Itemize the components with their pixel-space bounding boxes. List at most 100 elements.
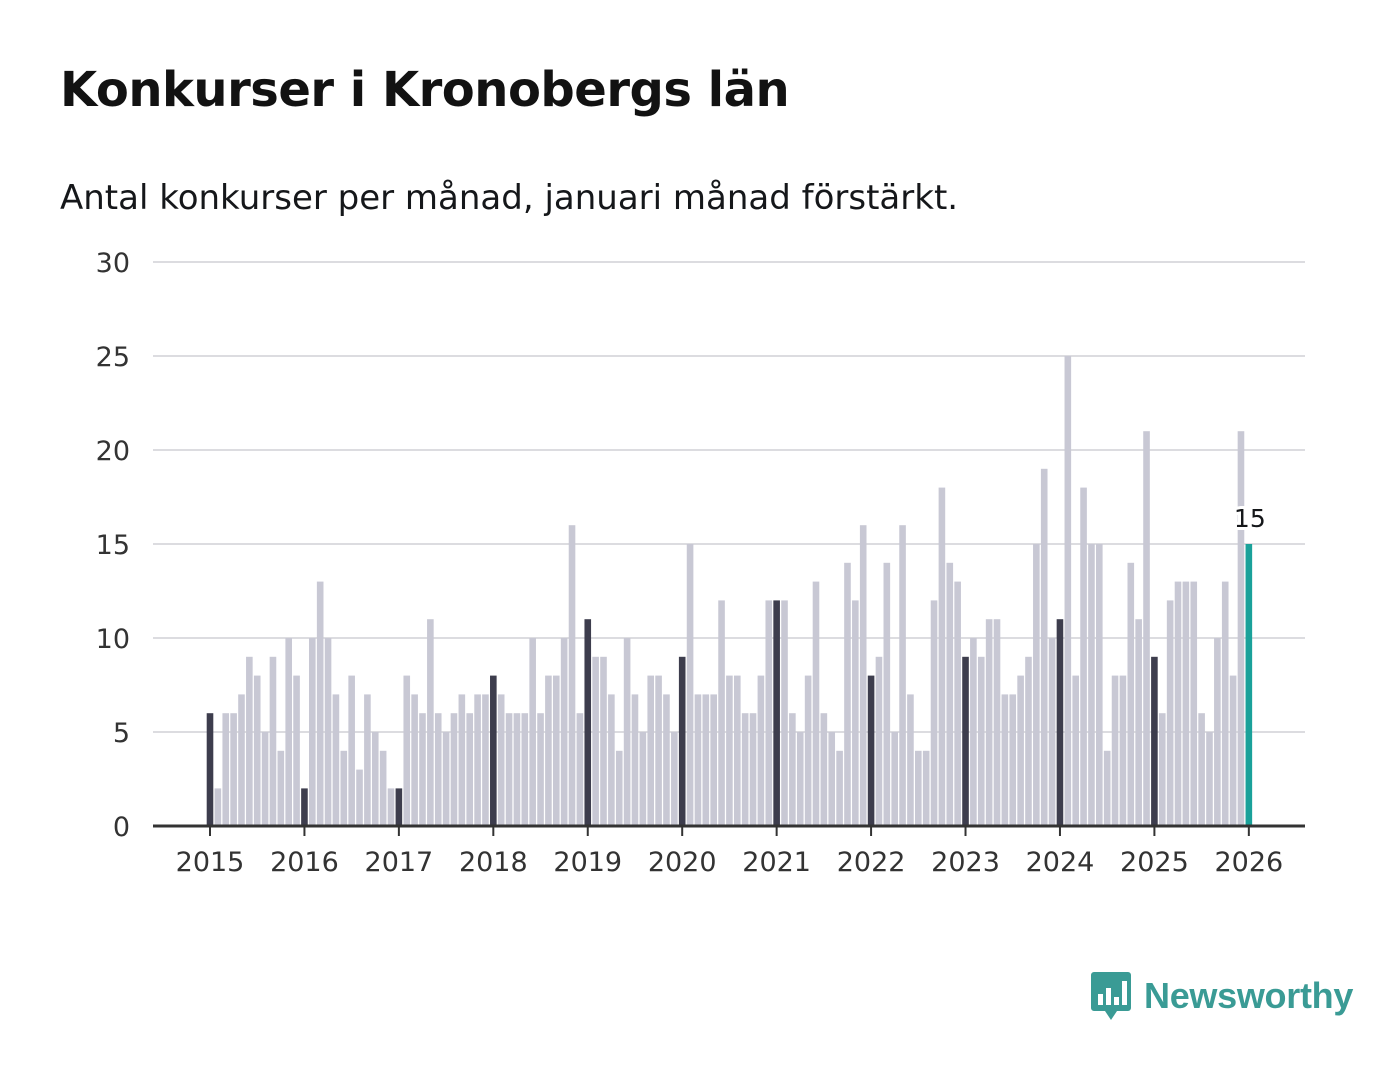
bar — [246, 656, 253, 826]
bar — [1206, 732, 1213, 826]
bar — [497, 694, 505, 826]
bar — [364, 694, 371, 826]
bar-january — [962, 656, 969, 826]
bar — [639, 732, 647, 826]
bar — [875, 656, 883, 826]
bar — [340, 750, 348, 826]
bar — [1103, 750, 1111, 826]
bar — [450, 713, 458, 826]
bar — [804, 675, 812, 826]
x-tick-label: 2016 — [270, 847, 339, 878]
bar — [466, 713, 474, 826]
bar — [238, 694, 245, 826]
bar — [1143, 431, 1150, 826]
bar — [985, 619, 993, 826]
bar — [371, 732, 379, 826]
bar — [403, 675, 411, 826]
bar — [1237, 431, 1245, 826]
bar — [1119, 675, 1127, 826]
chart-title: Konkurser i Kronobergs län — [60, 62, 790, 118]
bar — [836, 750, 843, 826]
bar — [1166, 600, 1174, 826]
bar — [261, 732, 269, 826]
x-tick-label: 2025 — [1120, 847, 1189, 878]
bar — [316, 581, 324, 826]
bar — [1135, 619, 1142, 826]
bar — [781, 600, 788, 826]
bar — [844, 562, 851, 826]
bar — [993, 619, 1001, 826]
bar — [434, 713, 442, 826]
bar — [1190, 581, 1198, 826]
bar — [222, 713, 230, 826]
bar — [608, 694, 615, 826]
bar — [1048, 638, 1056, 826]
bar — [891, 732, 898, 826]
bar — [1096, 544, 1103, 826]
bar — [1174, 581, 1182, 826]
bar-january — [395, 788, 403, 826]
bar — [230, 713, 237, 826]
bar — [482, 694, 489, 826]
bar — [419, 713, 426, 826]
highlight-value-label: 15 — [1234, 504, 1266, 533]
bar — [356, 769, 363, 826]
bar — [852, 600, 859, 826]
bar — [859, 525, 867, 826]
x-tick-label: 2020 — [648, 847, 717, 878]
bar-january — [584, 619, 592, 826]
bar — [907, 694, 914, 826]
bar — [1111, 675, 1119, 826]
x-tick-label: 2026 — [1214, 847, 1283, 878]
bar — [765, 600, 773, 826]
bar-january — [301, 788, 308, 826]
y-tick-label: 15 — [96, 530, 130, 561]
bar — [710, 694, 717, 826]
bar — [702, 694, 710, 826]
bar — [253, 675, 261, 826]
newsworthy-logo-text: Newsworthy — [1144, 975, 1354, 1016]
bar — [694, 694, 702, 826]
bar — [741, 713, 749, 826]
bar — [309, 638, 316, 826]
bar — [1080, 487, 1087, 826]
y-axis-labels: 0 5 10 15 20 25 30 — [96, 248, 130, 843]
bar — [568, 525, 576, 826]
x-tick-label: 2022 — [837, 847, 906, 878]
bar — [671, 732, 678, 826]
bar — [474, 694, 481, 826]
y-tick-label: 0 — [113, 812, 130, 843]
bar-january — [1056, 619, 1064, 826]
bar — [600, 656, 607, 826]
y-tick-label: 5 — [113, 718, 130, 749]
bar — [1229, 675, 1237, 826]
x-tick-label: 2018 — [459, 847, 528, 878]
bar — [1088, 544, 1095, 826]
bar — [1001, 694, 1009, 826]
bar — [537, 713, 544, 826]
bar — [1009, 694, 1017, 826]
bar-january — [867, 675, 875, 826]
bar — [812, 581, 820, 826]
x-tick-label: 2024 — [1026, 847, 1095, 878]
bar — [552, 675, 560, 826]
bar — [277, 750, 285, 826]
bar — [576, 713, 584, 826]
bar — [631, 694, 639, 826]
bar-january — [1151, 656, 1158, 826]
bar — [1040, 468, 1048, 826]
bar — [427, 619, 434, 826]
bar — [615, 750, 623, 826]
x-axis-labels: 2015 2016 2017 2018 2019 2020 2021 2022 2023 2024… — [176, 847, 1284, 878]
bar — [332, 694, 340, 826]
bar — [915, 750, 922, 826]
bar — [946, 562, 954, 826]
x-tick-label: 2023 — [931, 847, 1000, 878]
x-tick-label: 2019 — [553, 847, 622, 878]
bar — [655, 675, 662, 826]
bar — [1127, 562, 1135, 826]
bar — [1017, 675, 1024, 826]
bar — [1025, 656, 1032, 826]
bar — [1198, 713, 1205, 826]
